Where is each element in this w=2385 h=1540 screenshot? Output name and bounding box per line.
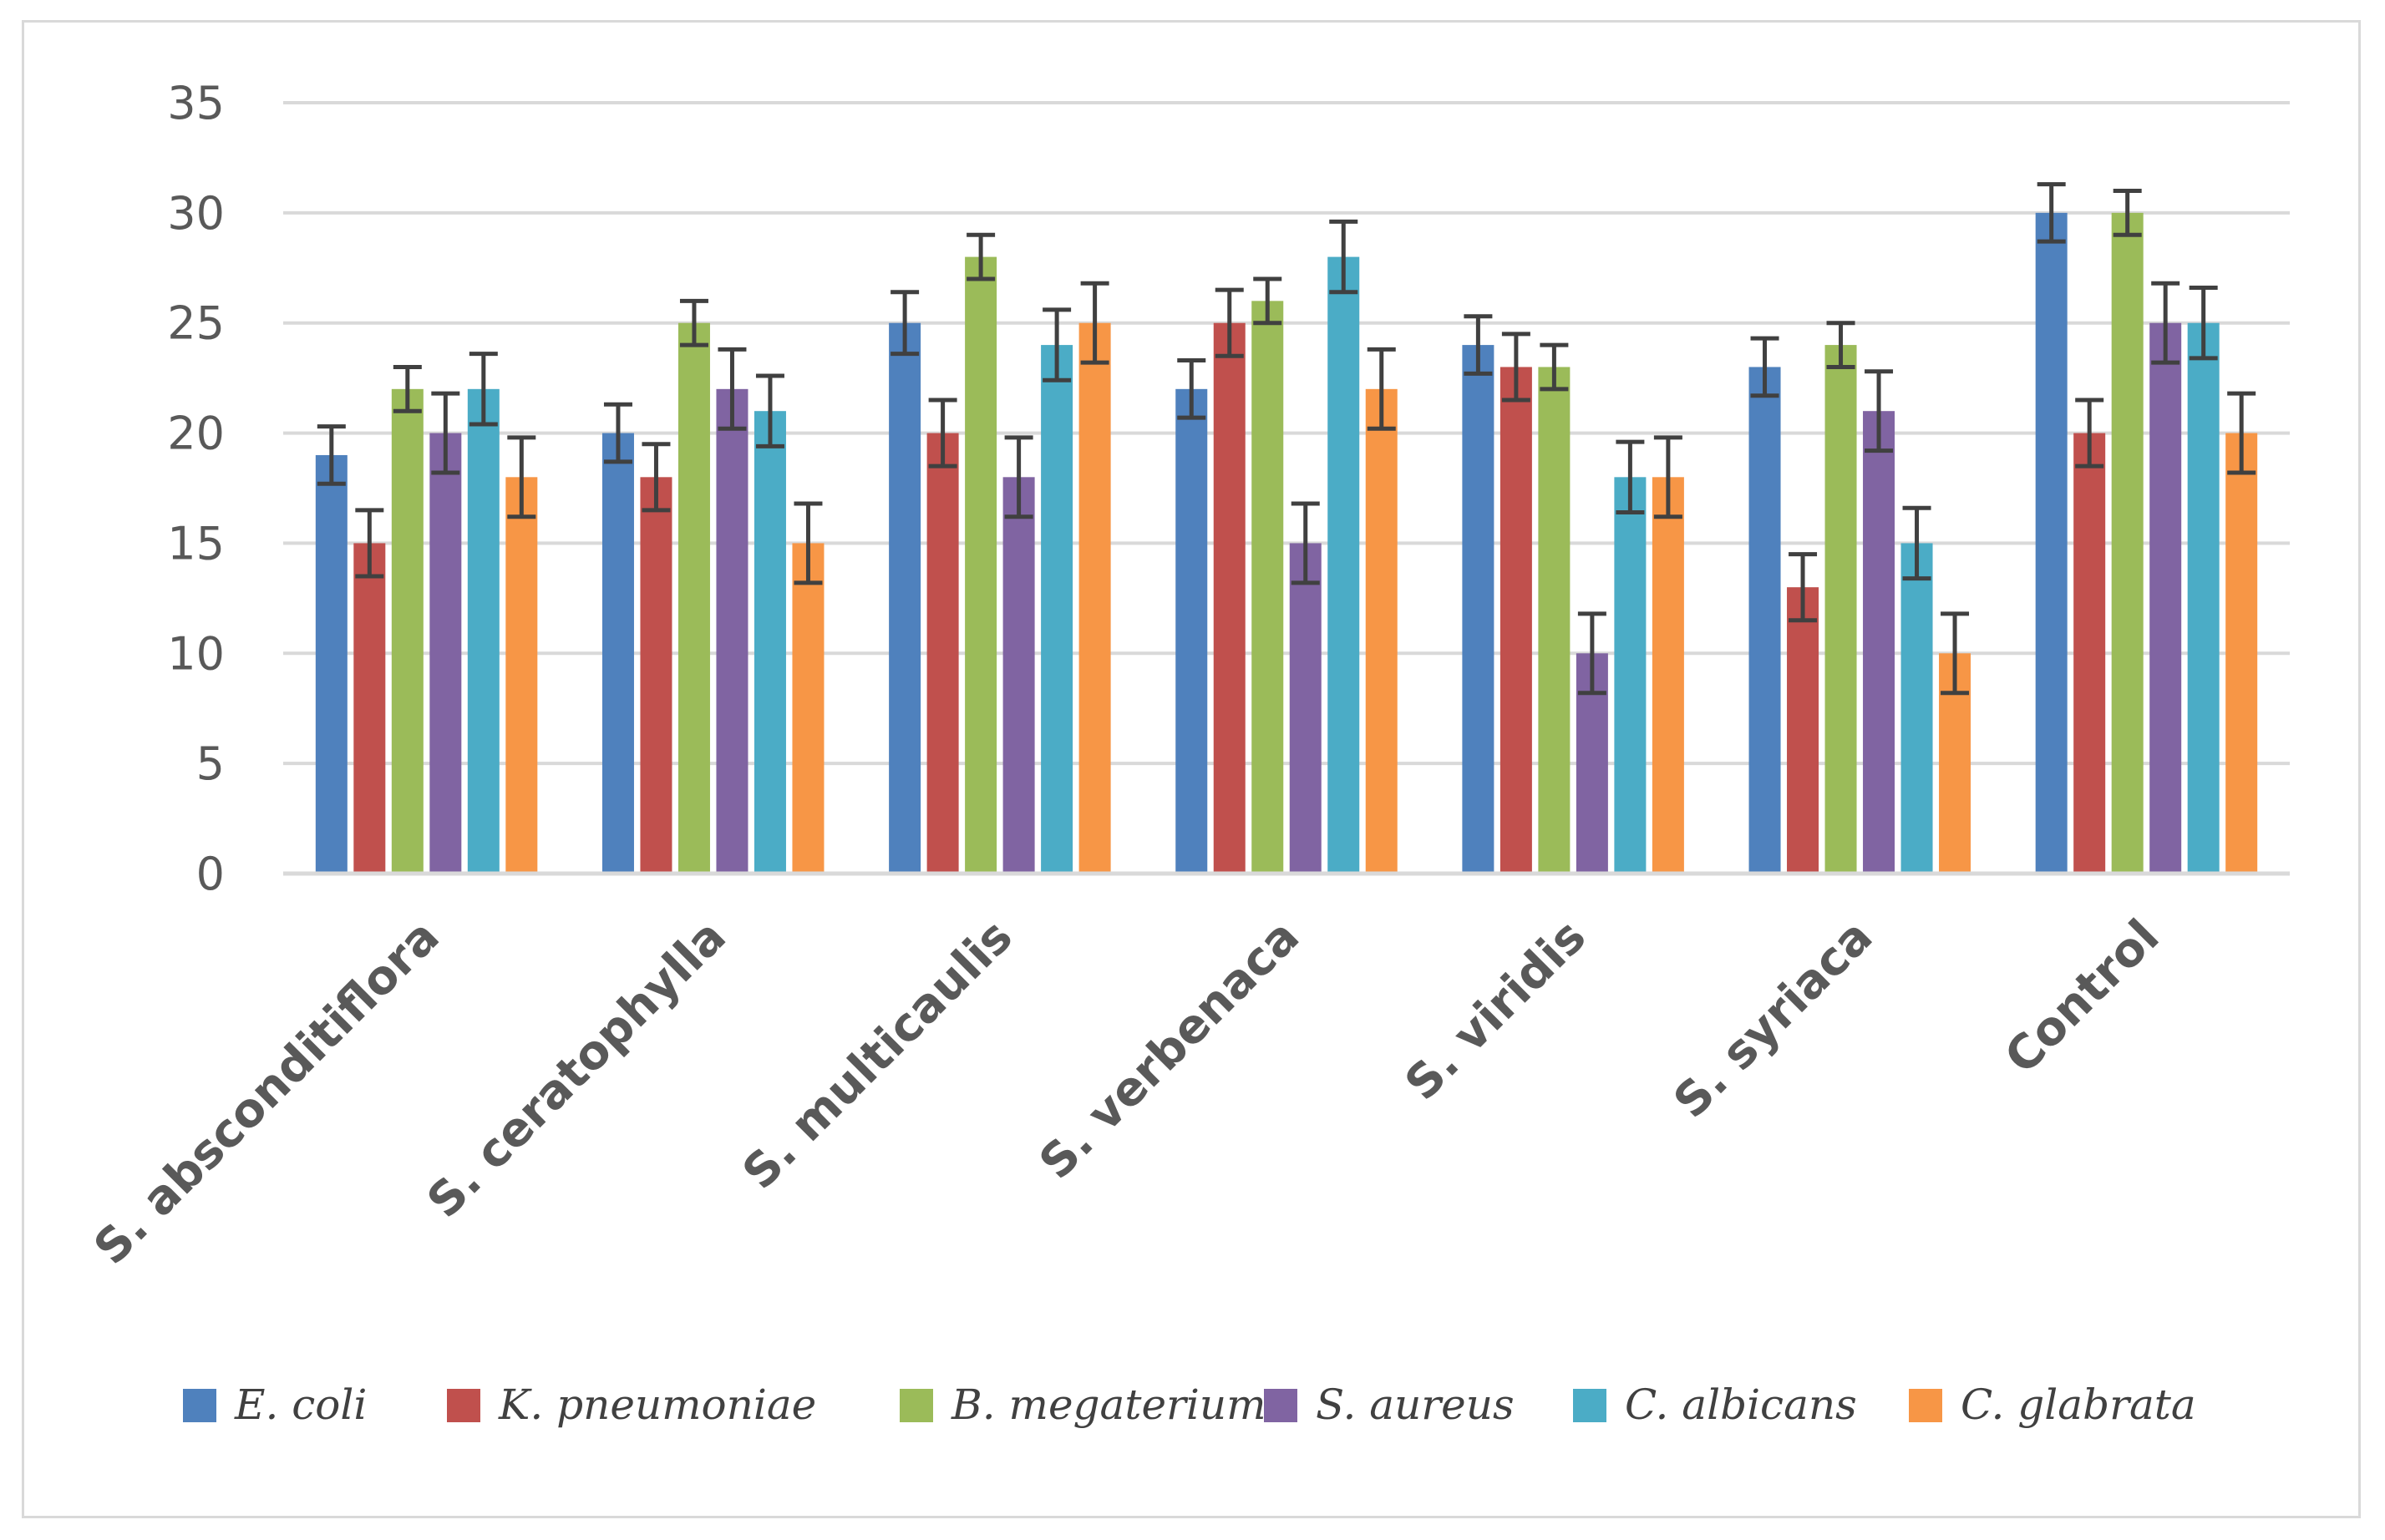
bar — [1901, 543, 1933, 874]
legend-item: S. aureus — [1264, 1380, 1515, 1429]
bar — [1214, 323, 1246, 874]
legend-label: E. coli — [234, 1380, 367, 1429]
category-label: S. syriaca — [1663, 909, 1883, 1129]
legend-swatch — [183, 1389, 216, 1422]
bar — [1863, 411, 1895, 874]
bar — [1538, 367, 1570, 874]
y-tick-label: 0 — [196, 848, 225, 900]
y-tick-label: 15 — [167, 517, 225, 570]
bar — [1290, 543, 1322, 874]
legend-label: C. glabrata — [1961, 1380, 2196, 1429]
legend-label: C. albicans — [1625, 1380, 1857, 1429]
legend-item: B. megaterium — [900, 1380, 1266, 1429]
legend-item: E. coli — [183, 1380, 367, 1429]
bar — [1327, 257, 1359, 874]
legend-label: B. megaterium — [951, 1380, 1266, 1429]
category-label: Control — [1995, 909, 2170, 1085]
bar — [602, 433, 634, 874]
legend-swatch — [447, 1389, 480, 1422]
bar — [640, 477, 672, 874]
bar — [1251, 301, 1283, 874]
category-label: S. verbenaca — [1029, 909, 1310, 1190]
bar — [316, 455, 348, 874]
bar — [2149, 323, 2181, 874]
y-tick-label: 20 — [167, 408, 225, 460]
bar — [1825, 345, 1857, 874]
bar — [754, 411, 786, 874]
bar — [1500, 367, 1532, 874]
legend-label: S. aureus — [1316, 1380, 1515, 1429]
bar — [2225, 433, 2257, 874]
bar — [353, 543, 385, 874]
category-label: S. absconditiflora — [84, 909, 449, 1275]
bar — [429, 433, 461, 874]
bar — [889, 323, 921, 874]
legend-item: C. albicans — [1573, 1380, 1857, 1429]
bar — [2112, 213, 2144, 874]
bar — [678, 323, 710, 874]
bar — [1462, 345, 1494, 874]
y-tick-label: 25 — [167, 297, 225, 350]
bar — [1787, 587, 1819, 874]
legend: E. coli K. pneumoniae B. megaterium S. aure… — [183, 1380, 2196, 1429]
bar — [1041, 345, 1073, 874]
bar — [2036, 213, 2068, 874]
chart-frame: 0 5 10 15 20 25 30 35 S. absconditiflora S. cera… — [22, 20, 2361, 1518]
bar — [468, 389, 500, 874]
bar — [1366, 389, 1398, 874]
bar — [505, 477, 537, 874]
y-tick-label: 10 — [167, 627, 225, 680]
bar — [965, 257, 997, 874]
bar — [716, 389, 748, 874]
bar — [1003, 477, 1035, 874]
bar — [1614, 477, 1646, 874]
y-tick-label: 35 — [167, 77, 225, 129]
gridlines — [283, 103, 2290, 763]
y-axis-ticks: 0 5 10 15 20 25 30 35 — [167, 77, 225, 900]
y-tick-label: 30 — [167, 187, 225, 240]
bar — [1175, 389, 1207, 874]
bar — [927, 433, 959, 874]
legend-label: K. pneumoniae — [498, 1380, 816, 1429]
legend-swatch — [1264, 1389, 1297, 1422]
bar — [1749, 367, 1781, 874]
bar — [2188, 323, 2220, 874]
legend-item: C. glabrata — [1909, 1380, 2196, 1429]
legend-swatch — [900, 1389, 933, 1422]
legend-item: K. pneumoniae — [447, 1380, 816, 1429]
y-tick-label: 5 — [196, 737, 225, 790]
legend-swatch — [1573, 1389, 1606, 1422]
bar — [2073, 433, 2105, 874]
bar — [1079, 323, 1111, 874]
bar — [1652, 477, 1684, 874]
category-label: S. viridis — [1395, 909, 1596, 1111]
bar — [792, 543, 824, 874]
legend-swatch — [1909, 1389, 1942, 1422]
category-label: S. ceratophylla — [417, 909, 736, 1228]
category-label: S. multicaulis — [733, 909, 1023, 1200]
bar — [392, 389, 424, 874]
